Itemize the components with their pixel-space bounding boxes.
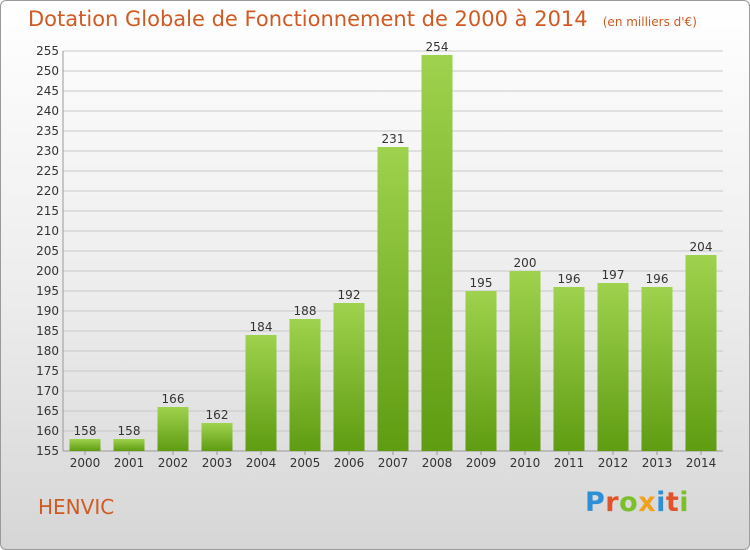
y-tick-label: 165 (36, 404, 59, 418)
x-tick-label: 2014 (686, 456, 717, 470)
bar (597, 283, 629, 451)
bar-value-label: 158 (74, 424, 97, 438)
bar (201, 423, 233, 451)
x-tick-label: 2004 (246, 456, 277, 470)
y-tick-label: 180 (36, 344, 59, 358)
y-tick-label: 190 (36, 304, 59, 318)
data-labels: 158 158 166 162 184 188 192 231 254 195 200 196 197 1… (74, 40, 713, 438)
x-tick-label: 2001 (114, 456, 145, 470)
x-tick-label: 2011 (554, 456, 585, 470)
chart-subtitle: (en milliers d'€) (602, 15, 697, 29)
y-tick-label: 175 (36, 364, 59, 378)
y-tick-label: 215 (36, 204, 59, 218)
commune-name: HENVIC (38, 495, 115, 519)
bar (509, 271, 541, 451)
bar-value-label: 158 (118, 424, 141, 438)
bar-value-label: 166 (162, 392, 185, 406)
y-tick-label: 245 (36, 84, 59, 98)
y-tick-label: 235 (36, 124, 59, 138)
y-tick-label: 155 (36, 444, 59, 458)
bar (245, 335, 277, 451)
bar (465, 291, 497, 451)
bar-value-label: 188 (294, 304, 317, 318)
title-row: Dotation Globale de Fonctionnement de 20… (28, 7, 697, 31)
y-tick-label: 230 (36, 144, 59, 158)
bar-value-label: 162 (206, 408, 229, 422)
logo-letter: x (638, 487, 657, 518)
y-tick-label: 210 (36, 224, 59, 238)
x-tick-label: 2000 (70, 456, 101, 470)
x-tick-label: 2006 (334, 456, 365, 470)
bar (421, 55, 453, 451)
x-tick-label: 2007 (378, 456, 409, 470)
bar-value-label: 195 (470, 276, 493, 290)
bar (113, 439, 145, 451)
x-tick-label: 2013 (642, 456, 673, 470)
bar (685, 255, 717, 451)
y-tick-label: 240 (36, 104, 59, 118)
x-tick-label: 2003 (202, 456, 233, 470)
logo-letter: i (679, 487, 690, 518)
x-tick-label: 2008 (422, 456, 453, 470)
y-tick-label: 205 (36, 244, 59, 258)
y-tick-label: 220 (36, 184, 59, 198)
bar (333, 303, 365, 451)
bar (377, 147, 409, 451)
bar (641, 287, 673, 451)
y-tick-label: 195 (36, 284, 59, 298)
x-tick-label: 2002 (158, 456, 189, 470)
x-tick-label: 2010 (510, 456, 541, 470)
bar-value-label: 196 (558, 272, 581, 286)
y-tick-label: 250 (36, 64, 59, 78)
logo-letter: o (619, 487, 639, 518)
x-tick-label: 2012 (598, 456, 629, 470)
y-axis-ticks: 155 160 165 170 175 180 185 190 195 200 205 210 215 2… (36, 44, 59, 458)
logo-letter: t (665, 487, 680, 518)
x-axis-ticks: 2000 2001 2002 2003 2004 2005 2006 2007 2008 2009… (70, 451, 717, 470)
y-tick-label: 185 (36, 324, 59, 338)
y-tick-label: 160 (36, 424, 59, 438)
y-tick-label: 225 (36, 164, 59, 178)
logo-letter: P (585, 487, 606, 518)
bar-value-label: 197 (602, 268, 625, 282)
chart-title: Dotation Globale de Fonctionnement de 20… (28, 7, 588, 31)
bars (69, 55, 717, 451)
bar-value-label: 192 (338, 288, 361, 302)
bar-value-label: 254 (426, 40, 449, 54)
bar (553, 287, 585, 451)
logo-letter: i (656, 487, 666, 518)
y-tick-label: 255 (36, 44, 59, 58)
bar-value-label: 200 (514, 256, 537, 270)
bar (157, 407, 189, 451)
bar (289, 319, 321, 451)
bar-value-label: 196 (646, 272, 669, 286)
proxiti-logo: Proxiti (585, 487, 689, 518)
bar (69, 439, 101, 451)
bar-value-label: 204 (690, 240, 713, 254)
x-tick-label: 2005 (290, 456, 321, 470)
y-tick-label: 200 (36, 264, 59, 278)
x-tick-label: 2009 (466, 456, 497, 470)
bar-value-label: 184 (250, 320, 273, 334)
y-tick-label: 170 (36, 384, 59, 398)
bar-value-label: 231 (382, 132, 405, 146)
logo-letter: r (605, 487, 620, 518)
